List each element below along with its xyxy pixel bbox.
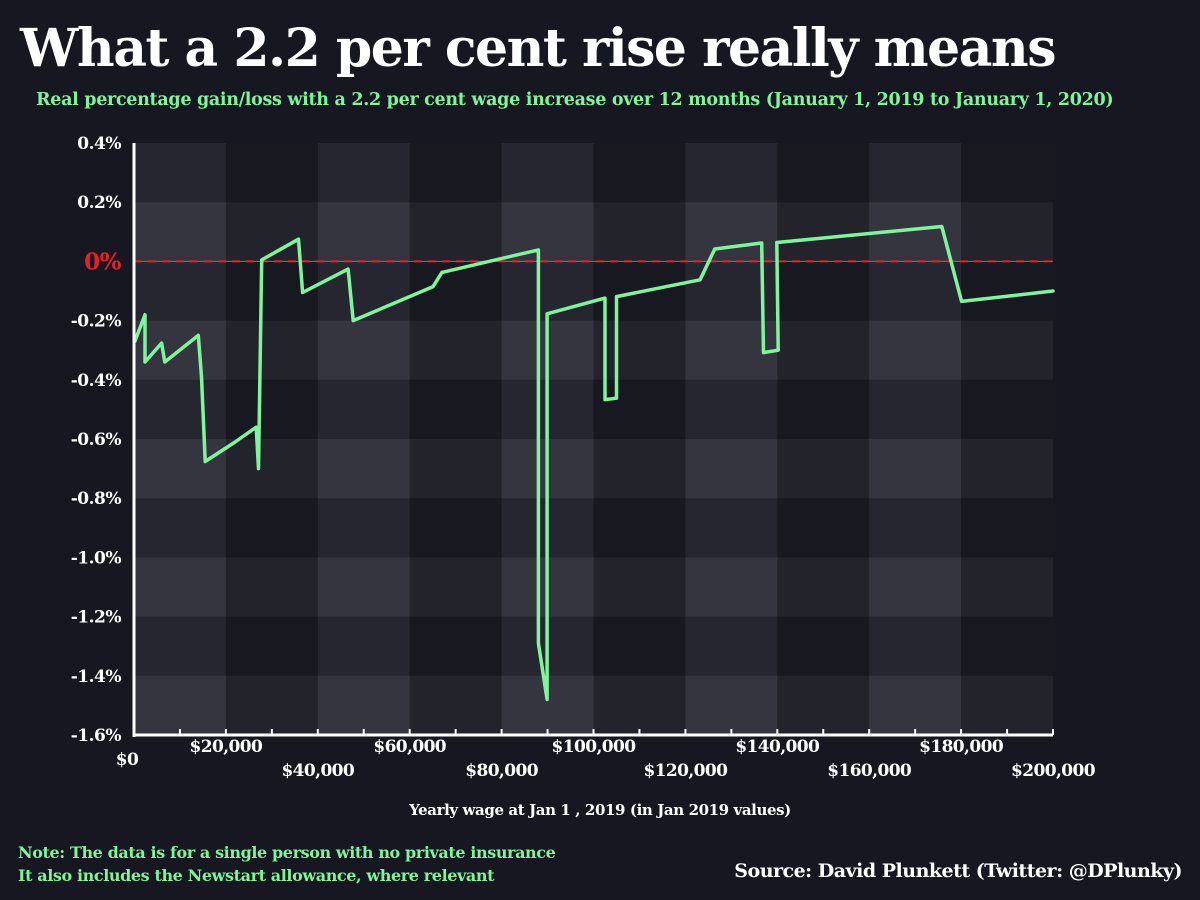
y-tick-label: -1.6% xyxy=(71,726,122,746)
x-tick-label: $40,000 xyxy=(281,761,354,781)
y-tick-labels: 0.4% 0.2% 0% -0.2% -0.4% -0.6% -0.8% -1.0% -1.2%… xyxy=(71,134,122,746)
y-tick-label: -0.6% xyxy=(71,430,122,450)
y-tick-label: -0.2% xyxy=(71,312,122,332)
source-credit: Source: David Plunkett (Twitter: @DPlunk… xyxy=(734,860,1182,882)
y-tick-label: -1.2% xyxy=(71,608,122,628)
note-line-2: It also includes the Newstart allowance,… xyxy=(18,866,495,885)
y-tick-label: -0.8% xyxy=(71,489,122,509)
x-tick-label: $100,000 xyxy=(552,737,637,757)
column-band xyxy=(685,143,777,735)
x-tick-label: $200,000 xyxy=(1011,761,1096,781)
column-band xyxy=(961,143,1053,735)
x-axis-label: Yearly wage at Jan 1 , 2019 (in Jan 2019… xyxy=(408,801,791,819)
axes xyxy=(132,143,1054,737)
chart-title: What a 2.2 per cent rise really means xyxy=(20,18,1057,79)
row-band xyxy=(134,320,1053,380)
plot-area xyxy=(134,143,1053,735)
x-tick-label: $60,000 xyxy=(373,737,446,757)
note-line-1: Note: The data is for a single person wi… xyxy=(18,843,556,862)
column-band xyxy=(134,143,226,735)
row-band xyxy=(134,675,1053,735)
y-tick-label: 0.2% xyxy=(77,193,121,213)
x-tick-label: $0 xyxy=(116,750,139,770)
y-tick-label: -1.4% xyxy=(71,667,122,687)
x-tick-label: $80,000 xyxy=(465,761,538,781)
column-band xyxy=(593,143,686,735)
x-tick-labels: $0 $20,000 $40,000 $60,000 $80,000 $100,000 $1… xyxy=(116,737,1097,781)
y-tick-label: 0% xyxy=(84,248,122,275)
column-band xyxy=(318,143,410,735)
series-line xyxy=(133,224,1055,702)
row-band xyxy=(134,557,1053,617)
column-band xyxy=(409,143,502,735)
x-tick-label: $160,000 xyxy=(827,761,912,781)
row-band xyxy=(134,439,1053,499)
x-tick-label: $120,000 xyxy=(643,761,728,781)
background-bands xyxy=(134,143,1053,735)
x-tick-label: $140,000 xyxy=(735,737,820,757)
y-tick-label: 0.4% xyxy=(77,134,121,154)
y-tick-label: -0.4% xyxy=(71,371,122,391)
x-tick-label: $180,000 xyxy=(919,737,1004,757)
chart-subtitle: Real percentage gain/loss with a 2.2 per… xyxy=(36,90,1114,110)
column-band xyxy=(777,143,870,735)
x-tick-label: $20,000 xyxy=(190,737,263,757)
y-tick-label: -1.0% xyxy=(71,548,122,568)
